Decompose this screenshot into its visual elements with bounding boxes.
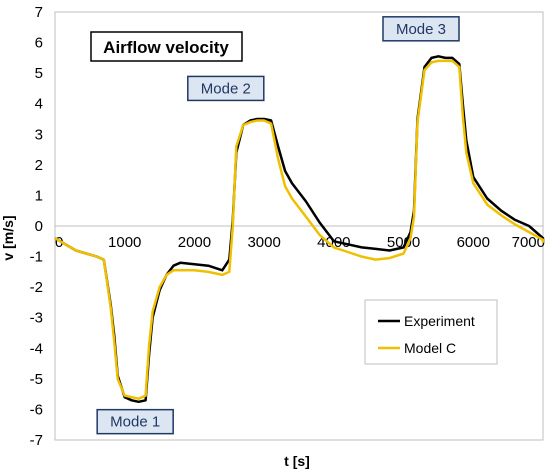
y-tick-label: -2 <box>30 279 43 296</box>
y-tick-label: 0 <box>35 218 43 235</box>
y-tick-label: -1 <box>30 249 43 266</box>
annotation-mode-2: Mode 2 <box>187 75 265 102</box>
x-tick-label: 7000 <box>512 234 545 251</box>
y-tick-label: 6 <box>35 35 43 52</box>
mode-annotations: Mode 1 Mode 2 Mode 3 <box>96 16 460 435</box>
series-layer <box>54 55 545 404</box>
x-axis-ticks: 0 1000 2000 3000 4000 5000 6000 7000 <box>55 234 545 251</box>
y-tick-label: -6 <box>30 401 43 418</box>
y-tick-label: -3 <box>30 310 43 327</box>
y-tick-label: -5 <box>30 371 43 388</box>
x-axis-title: t [s] <box>284 453 310 469</box>
annotation-mode-1: Mode 1 <box>96 408 174 435</box>
legend-label-experiment: Experiment <box>404 313 475 329</box>
annotation-mode-3: Mode 3 <box>382 16 460 42</box>
annotation-label: Mode 1 <box>110 414 160 431</box>
y-tick-label: -4 <box>30 340 43 357</box>
y-tick-label: 1 <box>35 187 43 204</box>
y-tick-label: -7 <box>30 432 43 449</box>
chart-title-box <box>90 31 243 62</box>
annotation-box <box>96 408 174 435</box>
annotation-label: Mode 2 <box>201 80 251 97</box>
x-tick-label: 6000 <box>457 234 490 251</box>
y-tick-label: 5 <box>35 65 43 82</box>
chart-title: Airflow velocity <box>103 38 229 57</box>
series-line-experiment <box>54 55 545 404</box>
annotation-box <box>382 16 460 42</box>
series-line-model-c <box>54 59 545 400</box>
legend: Experiment Model C <box>364 299 498 365</box>
x-tick-label: 1000 <box>108 234 141 251</box>
x-tick-label: 2000 <box>178 234 211 251</box>
y-axis-title: v [m/s] <box>0 215 16 260</box>
annotation-box <box>187 75 265 102</box>
y-tick-label: 7 <box>35 4 43 21</box>
x-tick-label: 0 <box>55 234 63 251</box>
y-tick-label: 2 <box>35 157 43 174</box>
legend-box <box>364 299 498 365</box>
x-tick-label: 3000 <box>247 234 280 251</box>
y-tick-label: 3 <box>35 126 43 143</box>
y-tick-label: 4 <box>35 96 43 113</box>
x-tick-label: 5000 <box>387 234 420 251</box>
annotation-label: Mode 3 <box>396 21 446 38</box>
y-axis-ticks: -7 -6 -5 -4 -3 -2 -1 0 1 2 3 4 5 6 7 <box>30 4 43 449</box>
legend-label-model-c: Model C <box>404 340 456 356</box>
